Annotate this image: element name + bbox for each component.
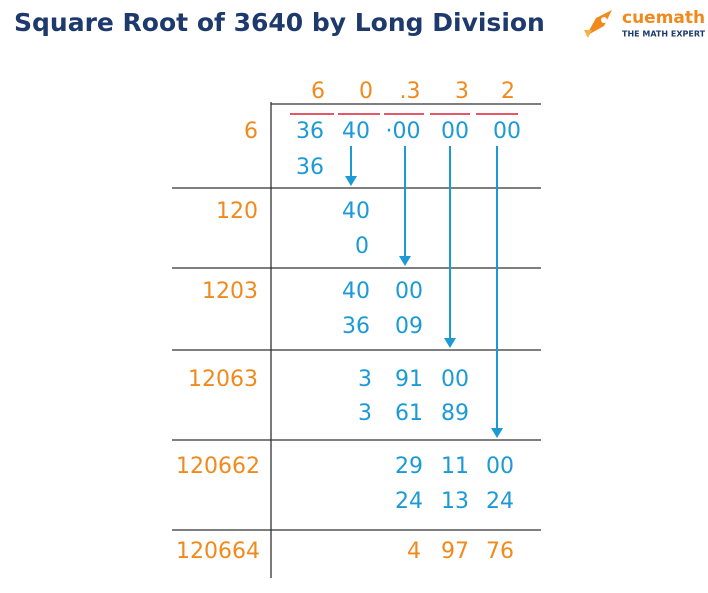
dividend-pair: 00	[441, 119, 469, 144]
work-cell: 00	[441, 367, 469, 392]
dividend-pair: 36	[296, 119, 324, 144]
divisor: 6	[244, 119, 258, 144]
work-cell: 29	[395, 454, 423, 479]
quotient-digit: 2	[501, 79, 515, 104]
logo-tagline: THE MATH EXPERT	[622, 30, 706, 39]
work-cell: 36	[296, 155, 324, 180]
work-cell: 61	[395, 401, 423, 426]
work-cell: 4	[407, 539, 421, 564]
work-cell: 09	[395, 314, 423, 339]
logo: cuemath THE MATH EXPERT	[584, 8, 706, 39]
work-cell: 24	[486, 489, 514, 514]
work-cell: 13	[441, 489, 469, 514]
frame	[172, 102, 541, 578]
quotient-digit: 3	[455, 79, 469, 104]
work-cell: 0	[355, 234, 369, 259]
divisor: 12063	[188, 367, 258, 392]
work-cell: 40	[342, 199, 370, 224]
dividend-pair: ·00	[386, 119, 421, 144]
divisor: 1203	[202, 279, 258, 304]
quotient-digit: 0	[359, 79, 373, 104]
divisor: 120	[216, 199, 258, 224]
work-cell: 00	[395, 279, 423, 304]
quotient-digit: .3	[400, 79, 421, 104]
work-cell: 76	[486, 539, 514, 564]
work-cell: 89	[441, 401, 469, 426]
work-cell: 97	[441, 539, 469, 564]
divisor: 120664	[176, 539, 260, 564]
work-cell: 11	[441, 454, 469, 479]
title: Square Root of 3640 by Long Division	[14, 8, 545, 37]
work-cell: 00	[486, 454, 514, 479]
divisor: 120662	[176, 454, 260, 479]
dividend-pair: 00	[493, 119, 521, 144]
work-cell: 3	[358, 401, 372, 426]
work-cell: 3	[358, 367, 372, 392]
logo-name: cuemath	[622, 8, 705, 28]
quotient-digit: 6	[311, 79, 325, 104]
work-cell: 36	[342, 314, 370, 339]
work-cell: 24	[395, 489, 423, 514]
arrows	[345, 146, 503, 438]
work-cell: 40	[342, 279, 370, 304]
work-cell: 91	[395, 367, 423, 392]
dividend-pair: 40	[342, 119, 370, 144]
